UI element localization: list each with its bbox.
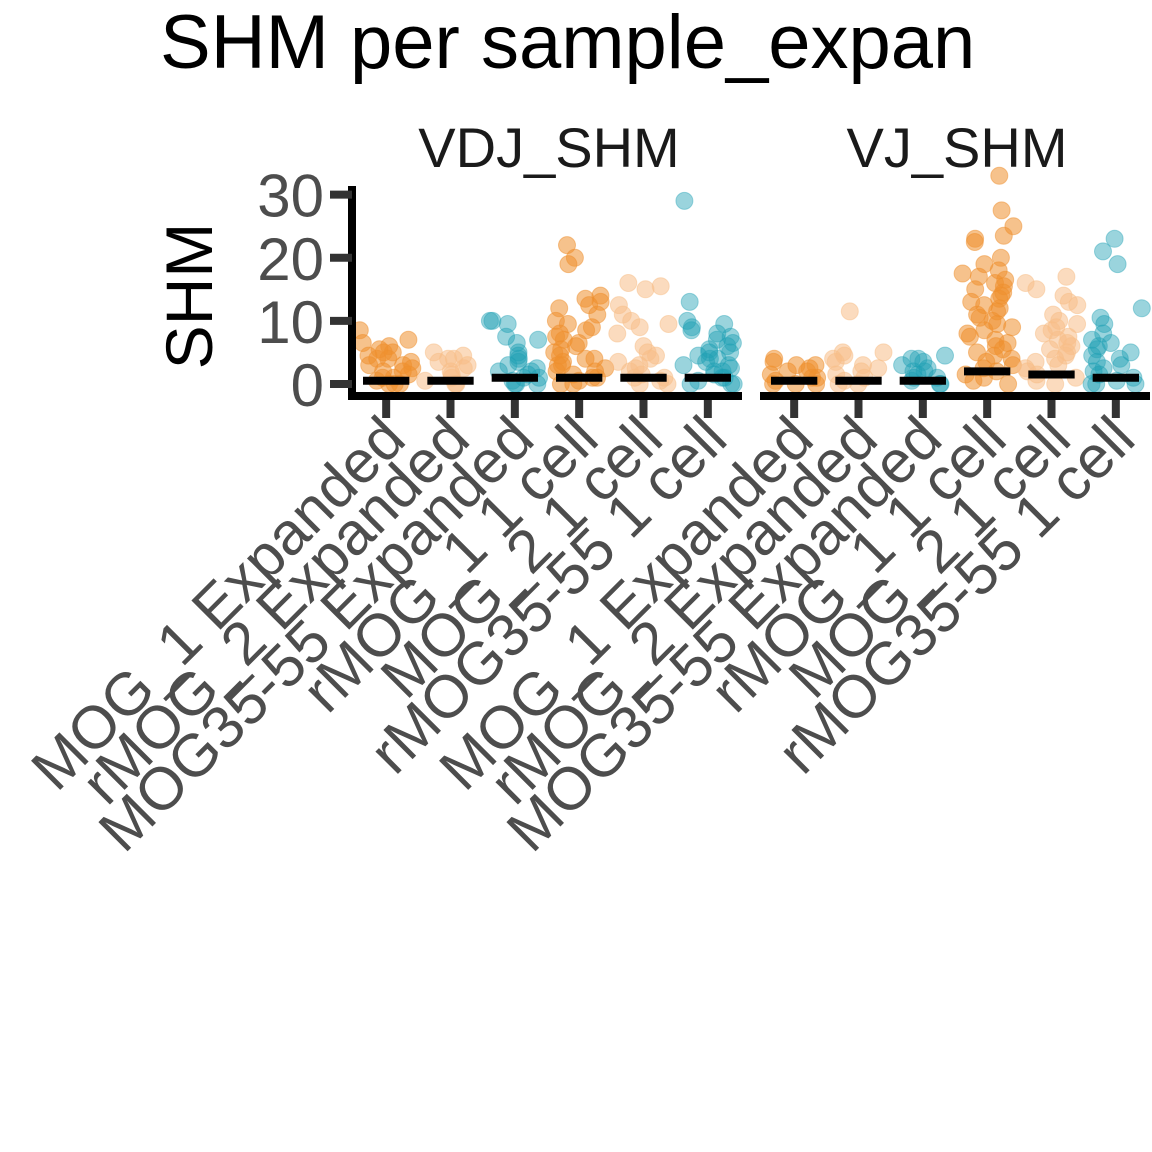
data-point (689, 346, 708, 365)
data-point (994, 226, 1013, 245)
data-point (1121, 343, 1140, 362)
data-point (509, 352, 528, 371)
data-point (678, 311, 697, 330)
data-point (509, 349, 528, 368)
data-point (1108, 255, 1127, 274)
chart-title: SHM per sample_expan (160, 0, 975, 85)
data-point (630, 318, 649, 337)
data-point (722, 359, 740, 378)
data-point (700, 343, 719, 362)
data-point (1132, 299, 1151, 318)
data-point (953, 264, 972, 283)
data-point (840, 302, 859, 321)
data-point (659, 315, 678, 333)
data-point (399, 330, 418, 349)
data-point (498, 315, 517, 333)
data-point (509, 346, 528, 365)
data-point (509, 343, 528, 362)
data-point (1110, 349, 1129, 368)
data-point (1094, 242, 1112, 261)
data-point (1089, 337, 1108, 356)
data-point (990, 166, 1009, 185)
data-point (1087, 352, 1106, 371)
data-point (936, 346, 954, 365)
data-point (1112, 356, 1131, 375)
y-tick-label: 20 (257, 226, 324, 293)
data-point (909, 349, 928, 368)
y-tick-label: 10 (257, 289, 324, 356)
data-point (1095, 315, 1114, 333)
y-axis-label: SHM (152, 223, 226, 370)
data-point (721, 327, 740, 346)
y-tick-label: 30 (257, 163, 324, 230)
data-point (497, 327, 516, 346)
data-point (893, 356, 912, 375)
data-point (914, 352, 933, 371)
data-point (975, 321, 994, 340)
data-point (1068, 296, 1087, 315)
data-point (682, 321, 701, 340)
data-point (483, 311, 502, 330)
data-point (1057, 267, 1076, 286)
data-point (636, 280, 655, 299)
data-point (1094, 324, 1113, 343)
data-point (609, 352, 628, 371)
y-tick-label: 0 (291, 352, 324, 419)
data-point (708, 324, 727, 343)
data-point (719, 356, 738, 375)
data-point (700, 349, 719, 368)
data-point (558, 236, 576, 255)
data-point (700, 340, 719, 359)
data-point (675, 191, 694, 210)
data-point (918, 359, 937, 378)
data-point (680, 292, 699, 311)
data-point (1027, 280, 1046, 299)
data-point (507, 334, 526, 352)
data-point (1091, 308, 1110, 327)
data-point (874, 343, 893, 362)
data-point (429, 352, 448, 371)
data-point (480, 311, 499, 330)
data-point (960, 327, 979, 346)
data-point (708, 349, 727, 368)
data-point (608, 324, 627, 343)
data-point (869, 359, 888, 378)
data-point (682, 318, 701, 337)
data-point (723, 334, 742, 352)
data-point (674, 356, 693, 375)
data-point (1101, 334, 1120, 352)
data-point (559, 255, 578, 274)
data-point (697, 352, 716, 371)
data-point (1087, 340, 1106, 359)
data-point (619, 274, 638, 292)
data-point (992, 201, 1011, 220)
data-point (718, 337, 737, 356)
data-point (721, 343, 740, 362)
data-point (577, 321, 596, 340)
data-point (529, 330, 548, 349)
facet-strip-label: VDJ_SHM (418, 116, 679, 179)
data-point (999, 375, 1018, 393)
data-point (1083, 346, 1102, 365)
data-point (902, 349, 921, 368)
data-point (1083, 330, 1101, 349)
data-point (1068, 315, 1087, 333)
data-point (651, 277, 670, 296)
data-point (707, 330, 726, 349)
data-point (715, 315, 734, 333)
data-point (1105, 229, 1124, 248)
facet-strip-label: VJ_SHM (847, 116, 1068, 179)
data-point (965, 233, 984, 251)
data-point (1003, 318, 1022, 337)
data-point (499, 356, 518, 375)
